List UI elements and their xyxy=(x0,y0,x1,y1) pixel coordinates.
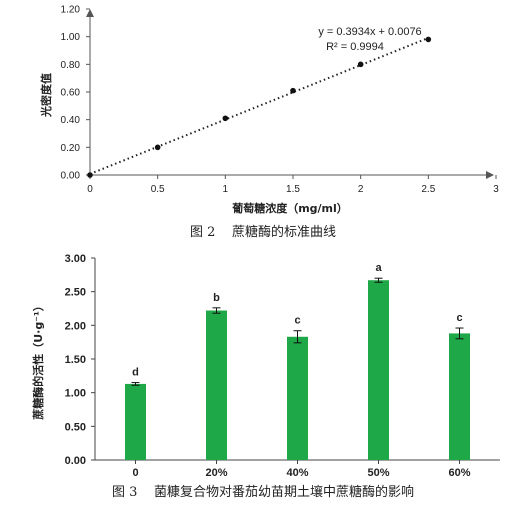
data-point xyxy=(425,36,432,43)
x-tick-label: 1.5 xyxy=(286,184,300,195)
y-tick-label: 1.20 xyxy=(61,5,81,16)
y-tick-label: 2.00 xyxy=(65,320,86,332)
data-point xyxy=(357,61,364,68)
bar xyxy=(287,336,308,460)
data-point xyxy=(290,87,296,94)
x-axis-arrow xyxy=(486,171,494,179)
trend-equation: y = 0.3934x + 0.0076 xyxy=(318,26,421,38)
data-point xyxy=(154,144,161,151)
y-tick-label: 0.20 xyxy=(61,143,81,154)
y-tick-label: 1.50 xyxy=(65,354,86,366)
significance-letter: c xyxy=(456,312,462,324)
significance-letter: b xyxy=(213,292,220,304)
y-tick-label: 0.60 xyxy=(61,88,81,99)
figure-caption: 图 2 蔗糖酶的标准曲线 xyxy=(190,224,336,240)
x-tick-label: 3 xyxy=(493,184,499,195)
bar xyxy=(368,280,389,460)
y-tick-label: 3.00 xyxy=(65,253,86,265)
y-tick-label: 0.50 xyxy=(65,421,86,433)
x-tick-label: 2 xyxy=(358,184,364,195)
y-tick-label: 1.00 xyxy=(65,388,86,400)
x-tick-label: 40% xyxy=(286,467,308,479)
trend-r2: R² = 0.9994 xyxy=(326,41,384,53)
x-tick-label: 50% xyxy=(367,467,389,479)
y-axis-arrow xyxy=(86,9,94,17)
x-tick-label: 0 xyxy=(132,467,138,479)
y-tick-label: 0.00 xyxy=(61,171,81,182)
x-tick-label: 0.5 xyxy=(151,184,165,195)
y-tick-label: 0.80 xyxy=(61,60,81,71)
y-tick-label: 2.50 xyxy=(65,287,86,299)
y-tick-label: 0.00 xyxy=(65,455,86,467)
significance-letter: d xyxy=(132,367,139,379)
y-axis-label: 蔗糖酶的活性（U·g⁻¹） xyxy=(31,300,45,421)
figure-caption: 图 3 菌糠复合物对番茄幼苗期土壤中蔗糖酶的影响 xyxy=(112,484,414,500)
sucrase-activity-chart: 0.00 0.50 1.00 1.50 2.00 2.50 3.00 d 0 b 20% c 40% a… xyxy=(31,253,500,500)
y-tick-label: 0.40 xyxy=(61,115,81,126)
x-tick-label: 60% xyxy=(448,467,470,479)
y-tick-label: 1.00 xyxy=(61,32,81,43)
x-tick-label: 0 xyxy=(87,184,93,195)
x-axis-label: 葡萄糖浓度（mg/ml） xyxy=(231,201,348,215)
x-tick-label: 20% xyxy=(205,467,227,479)
y-axis-label: 光密度值 xyxy=(39,73,53,118)
bar xyxy=(449,333,470,460)
data-point xyxy=(222,115,229,122)
data-point xyxy=(87,172,93,178)
trendline xyxy=(89,36,429,175)
significance-letter: c xyxy=(294,315,300,327)
significance-letter: a xyxy=(375,262,382,274)
standard-curve-chart: 0.00 0.20 0.40 0.60 0.80 1.00 1.20 0 0.5 1 1.5 2 2.… xyxy=(39,5,499,241)
x-tick-label: 1 xyxy=(223,184,229,195)
bar xyxy=(125,383,146,460)
bar xyxy=(206,310,227,460)
x-tick-label: 2.5 xyxy=(421,184,435,195)
